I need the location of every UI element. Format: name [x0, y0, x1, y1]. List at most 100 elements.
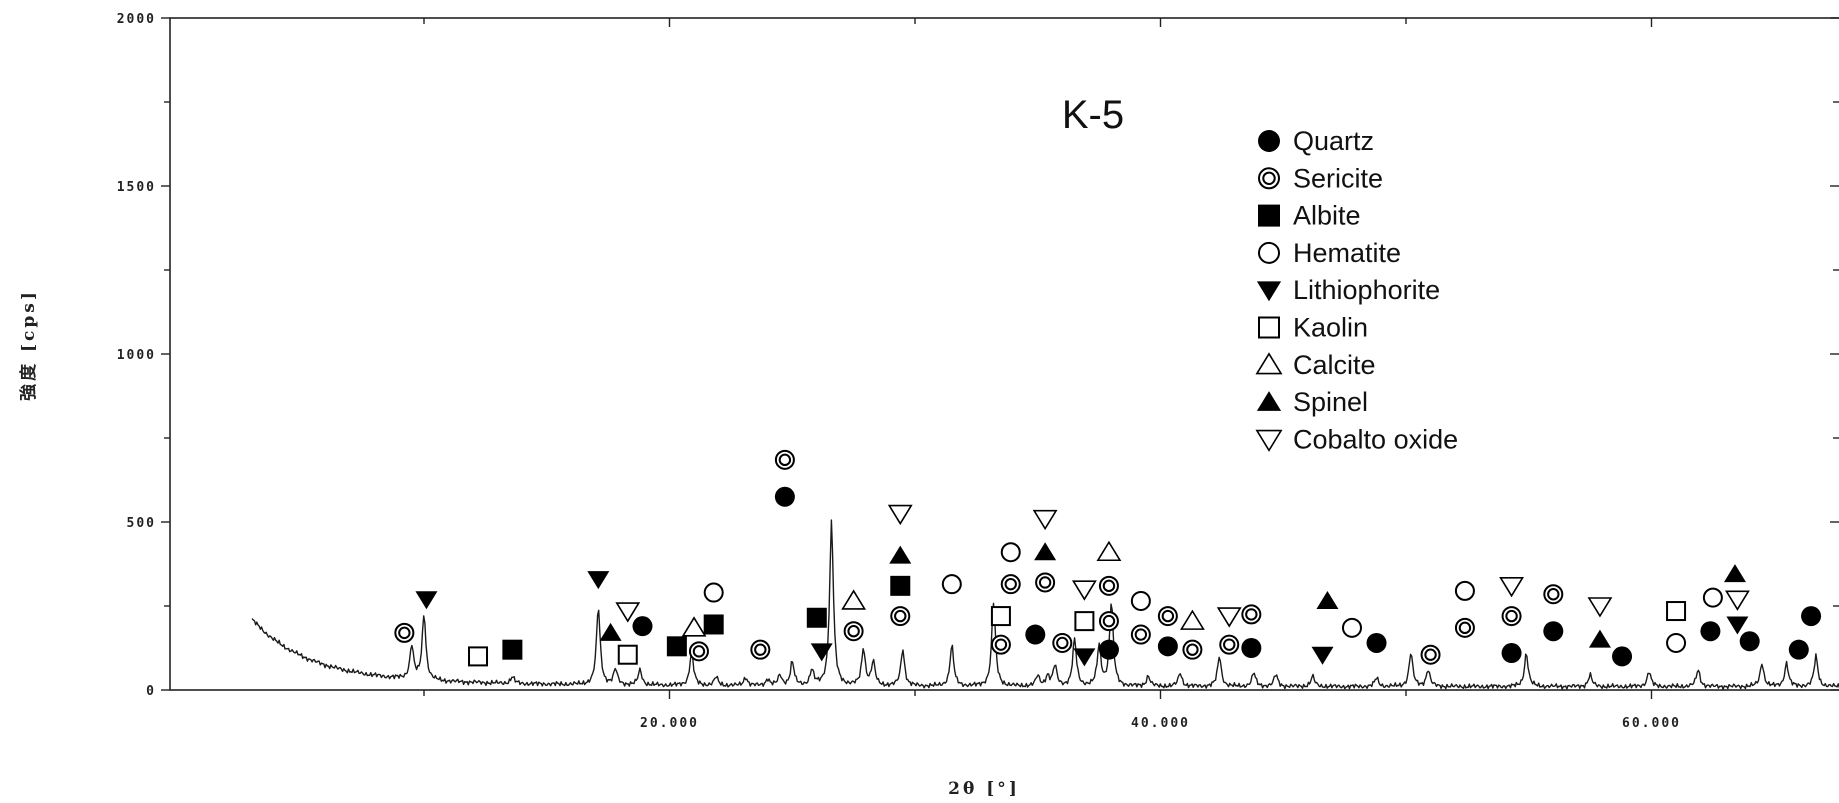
legend-label: Sericite: [1293, 163, 1383, 193]
legend-symbol-filled-triangle-up: [1256, 391, 1282, 411]
filled-triangle-up-shape: [1588, 629, 1611, 648]
marker-double-circle: [1098, 575, 1119, 596]
marker-open-circle: [703, 582, 724, 603]
open-triangle-down-shape: [1216, 607, 1242, 628]
double-circle-inner: [1547, 588, 1560, 601]
x-axis-ticks: 20.000 40.000 60.000: [423, 18, 1679, 731]
filled-circle-shape: [1157, 636, 1178, 657]
marker-filled-circle: [1543, 621, 1564, 642]
marker-filled-triangle-up: [1034, 542, 1057, 561]
double-circle-outer: [1130, 624, 1151, 645]
marker-filled-square: [666, 636, 687, 657]
open-triangle-down-shape: [1724, 590, 1750, 611]
x-tick-label: 20.000: [640, 716, 699, 731]
open-circle-shape: [1454, 580, 1475, 601]
marker-filled-circle: [1801, 606, 1822, 627]
y-tick-label: 500: [127, 516, 156, 531]
marker-filled-triangle-down: [1311, 646, 1334, 665]
double-circle-inner: [1505, 609, 1518, 623]
y-tick-label: 1500: [117, 180, 156, 195]
double-circle-inner: [1458, 621, 1472, 635]
marker-double-circle: [1420, 644, 1441, 665]
double-circle-outer: [1157, 606, 1178, 627]
marker-filled-circle: [1739, 631, 1760, 652]
filled-circle-shape: [774, 486, 795, 507]
open-square-shape: [468, 646, 489, 667]
marker-filled-circle: [774, 486, 795, 507]
open-triangle-up-shape: [1255, 352, 1283, 375]
open-triangle-up-shape: [841, 589, 867, 610]
double-circle-inner: [1223, 638, 1236, 651]
legend-symbol-filled-square: [1258, 204, 1280, 227]
legend-item: Lithiophorite: [1256, 275, 1440, 305]
filled-circle-shape: [1801, 606, 1822, 627]
double-circle-inner: [692, 645, 706, 658]
marker-open-triangle-up: [841, 589, 867, 610]
legend-item: Quartz: [1258, 126, 1374, 156]
marker-open-triangle-up: [681, 616, 707, 637]
legend-label: Calcite: [1293, 350, 1376, 380]
filled-triangle-down-shape: [587, 571, 610, 590]
open-square-shape: [1666, 601, 1687, 622]
filled-square-shape: [1258, 204, 1280, 227]
double-circle-inner: [894, 609, 907, 623]
marker-open-triangle-down: [615, 602, 641, 623]
double-circle-outer: [843, 621, 864, 642]
diffraction-trace: [251, 519, 1839, 691]
open-circle-shape: [1341, 617, 1362, 638]
open-circle-shape: [1258, 241, 1280, 264]
marker-filled-square: [806, 607, 827, 628]
filled-triangle-down-shape: [1073, 648, 1096, 667]
marker-double-circle: [990, 634, 1011, 655]
filled-circle-shape: [1788, 639, 1809, 660]
marker-open-triangle-down: [887, 504, 913, 526]
double-circle-outer: [1258, 167, 1280, 190]
open-triangle-down-shape: [1032, 509, 1058, 531]
open-square-shape: [990, 606, 1011, 627]
legend-label: Spinel: [1293, 387, 1368, 417]
filled-triangle-up-shape: [1723, 564, 1746, 583]
double-circle-inner: [1186, 643, 1199, 656]
marker-filled-circle: [1025, 624, 1046, 645]
filled-circle-shape: [1543, 621, 1564, 642]
open-circle-shape: [1130, 590, 1151, 611]
double-circle-inner: [1038, 576, 1052, 589]
open-circle-shape: [941, 574, 962, 595]
marker-filled-triangle-up: [889, 545, 912, 564]
y-tick-label: 1000: [117, 348, 156, 363]
marker-filled-circle: [1501, 643, 1522, 664]
phase-markers: [394, 449, 1822, 667]
filled-circle-shape: [1258, 130, 1280, 152]
legend-symbol-filled-circle: [1258, 130, 1280, 152]
marker-open-circle: [1666, 632, 1687, 653]
marker-double-circle: [750, 639, 771, 660]
marker-open-triangle-up: [1179, 609, 1205, 630]
marker-filled-square: [502, 639, 523, 660]
legend-symbol-open-square: [1258, 316, 1280, 339]
legend: Quartz Sericite Albite Hematite Lithiophorit…: [1255, 126, 1458, 454]
filled-circle-shape: [1739, 631, 1760, 652]
double-circle-inner: [754, 643, 767, 656]
marker-filled-circle: [1098, 639, 1119, 660]
marker-filled-triangle-up: [1588, 629, 1611, 648]
filled-circle-shape: [1366, 632, 1387, 653]
double-circle-outer: [1219, 634, 1240, 655]
marker-double-circle: [1157, 606, 1178, 627]
y-axis-ticks: 0 500 1000 1500 2000: [117, 12, 1839, 699]
filled-triangle-down-shape: [1256, 281, 1282, 302]
double-circle-outer: [1000, 574, 1021, 595]
filled-square-shape: [890, 575, 911, 596]
marker-filled-circle: [1612, 646, 1633, 667]
double-circle-inner: [1102, 614, 1116, 628]
marker-double-circle: [1035, 572, 1056, 593]
filled-triangle-up-shape: [889, 545, 912, 564]
marker-filled-square: [890, 575, 911, 596]
open-triangle-down-shape: [615, 602, 641, 623]
filled-square-shape: [806, 607, 827, 628]
open-triangle-down-shape: [1499, 577, 1524, 598]
marker-open-square: [1074, 611, 1095, 632]
filled-triangle-down-shape: [1726, 616, 1749, 635]
marker-open-circle: [1702, 587, 1723, 608]
marker-double-circle: [1241, 604, 1262, 625]
